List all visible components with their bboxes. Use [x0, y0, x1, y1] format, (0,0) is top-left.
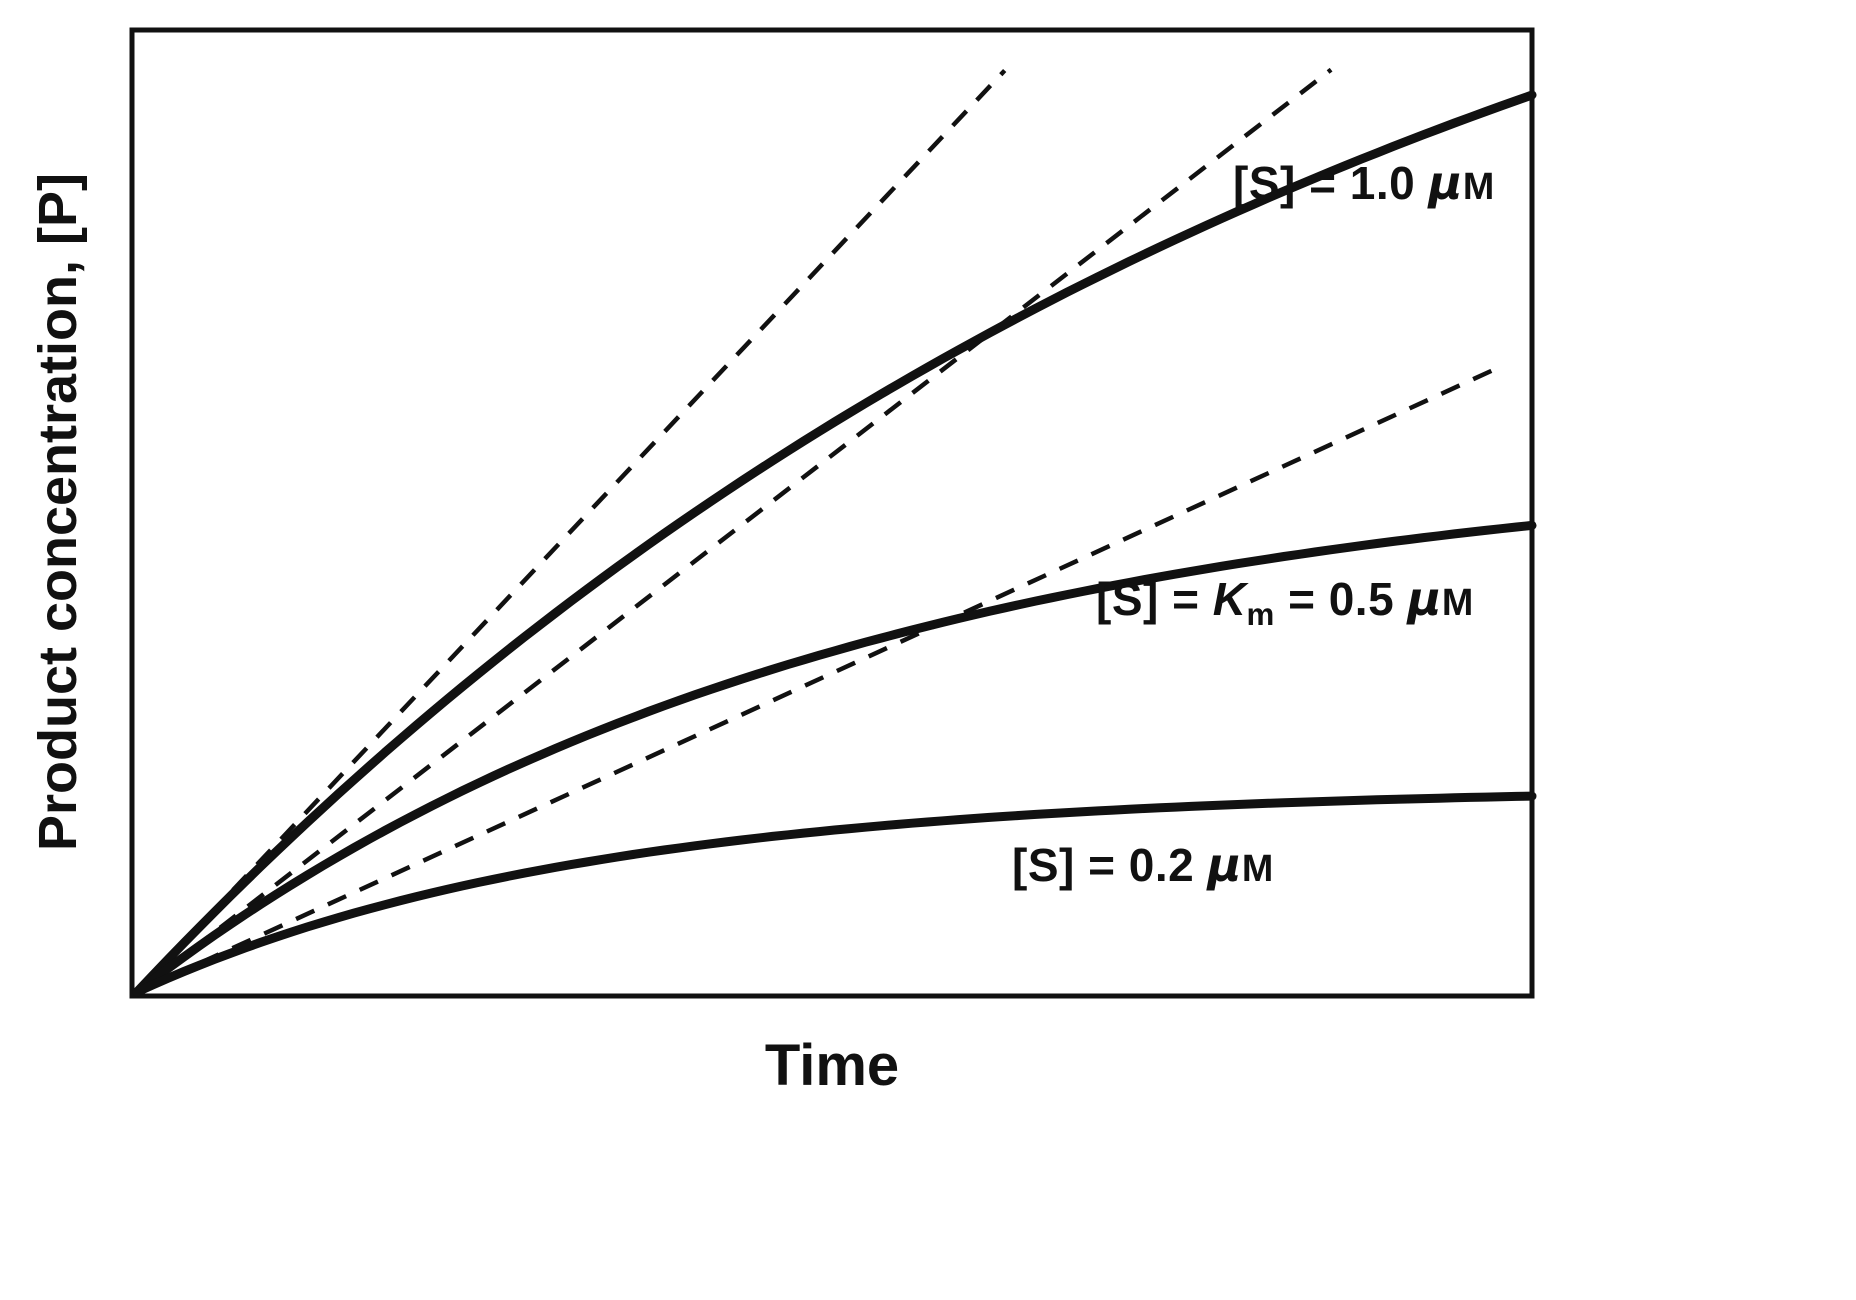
label-text: = 0.5 [1274, 573, 1408, 625]
progress-curves [132, 90, 1537, 997]
curve-label-s-km-0.5um: [S] = Km = 0.5 μM [1096, 572, 1474, 630]
progress-curve-2 [132, 520, 1537, 997]
unit-molar: M [1462, 165, 1495, 207]
label-text: [S] = 0.2 [1012, 839, 1208, 891]
progress-curve-3 [132, 791, 1537, 997]
km-symbol: K [1212, 573, 1247, 625]
mu-symbol: μ [1407, 572, 1442, 626]
curve-label-s-0.2um: [S] = 0.2 μM [1012, 838, 1274, 892]
plot-border [129, 27, 1535, 999]
unit-molar: M [1441, 581, 1474, 623]
mu-symbol: μ [1207, 838, 1242, 892]
x-axis-label: Time [764, 1033, 900, 1098]
initial-velocity-tangents [135, 67, 1503, 995]
unit-molar: M [1241, 847, 1274, 889]
label-text: [S] = 1.0 [1233, 157, 1429, 209]
curve-label-s-1.0um: [S] = 1.0 μM [1233, 156, 1495, 210]
y-axis-label: Product concentration, [P] [28, 172, 88, 852]
km-subscript: m [1246, 597, 1275, 633]
initial-velocity-tangent-2 [135, 67, 1333, 994]
initial-velocity-tangent-3 [136, 364, 1503, 995]
progress-curve-1 [132, 90, 1537, 997]
label-text: [S] = [1096, 573, 1213, 625]
initial-velocity-tangent-1 [135, 68, 1007, 994]
mu-symbol: μ [1428, 156, 1463, 210]
